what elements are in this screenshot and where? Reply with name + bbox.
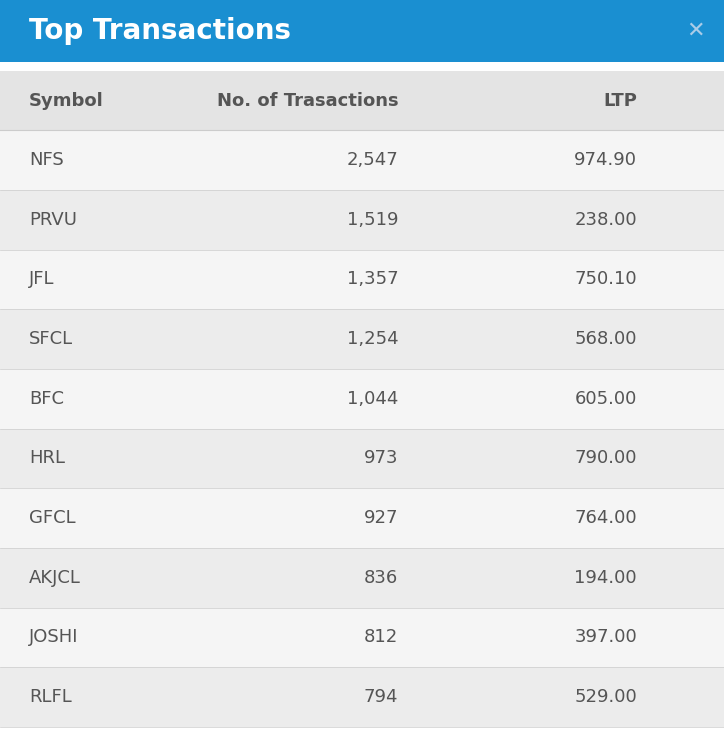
Text: 973: 973 bbox=[363, 449, 398, 467]
Text: 927: 927 bbox=[363, 509, 398, 527]
Text: No. of Trasactions: No. of Trasactions bbox=[216, 92, 398, 109]
FancyBboxPatch shape bbox=[0, 309, 724, 369]
Text: BFC: BFC bbox=[29, 390, 64, 408]
Text: 1,519: 1,519 bbox=[347, 211, 398, 229]
Text: 1,254: 1,254 bbox=[347, 330, 398, 348]
Text: 194.00: 194.00 bbox=[575, 569, 637, 587]
Text: SFCL: SFCL bbox=[29, 330, 73, 348]
Text: ✕: ✕ bbox=[686, 21, 704, 41]
FancyBboxPatch shape bbox=[0, 607, 724, 667]
Text: 974.90: 974.90 bbox=[574, 151, 637, 169]
FancyBboxPatch shape bbox=[0, 548, 724, 607]
Text: 794: 794 bbox=[363, 688, 398, 706]
Text: JFL: JFL bbox=[29, 270, 54, 289]
FancyBboxPatch shape bbox=[0, 130, 724, 190]
Text: RLFL: RLFL bbox=[29, 688, 72, 706]
FancyBboxPatch shape bbox=[0, 0, 724, 62]
Text: 1,357: 1,357 bbox=[347, 270, 398, 289]
Text: HRL: HRL bbox=[29, 449, 65, 467]
Text: AKJCL: AKJCL bbox=[29, 569, 81, 587]
Text: 529.00: 529.00 bbox=[574, 688, 637, 706]
FancyBboxPatch shape bbox=[0, 667, 724, 727]
Text: PRVU: PRVU bbox=[29, 211, 77, 229]
Text: 750.10: 750.10 bbox=[575, 270, 637, 289]
Text: NFS: NFS bbox=[29, 151, 64, 169]
Text: 1,044: 1,044 bbox=[347, 390, 398, 408]
FancyBboxPatch shape bbox=[0, 71, 724, 130]
FancyBboxPatch shape bbox=[0, 249, 724, 309]
Text: 2,547: 2,547 bbox=[347, 151, 398, 169]
FancyBboxPatch shape bbox=[0, 429, 724, 488]
Text: 764.00: 764.00 bbox=[575, 509, 637, 527]
Text: 812: 812 bbox=[364, 628, 398, 647]
Text: 397.00: 397.00 bbox=[574, 628, 637, 647]
Text: 836: 836 bbox=[364, 569, 398, 587]
Text: 790.00: 790.00 bbox=[575, 449, 637, 467]
Text: Symbol: Symbol bbox=[29, 92, 104, 109]
Text: LTP: LTP bbox=[603, 92, 637, 109]
FancyBboxPatch shape bbox=[0, 369, 724, 429]
Text: JOSHI: JOSHI bbox=[29, 628, 78, 647]
Text: 568.00: 568.00 bbox=[575, 330, 637, 348]
Text: 605.00: 605.00 bbox=[575, 390, 637, 408]
Text: GFCL: GFCL bbox=[29, 509, 75, 527]
Text: Top Transactions: Top Transactions bbox=[29, 17, 291, 45]
Text: 238.00: 238.00 bbox=[575, 211, 637, 229]
FancyBboxPatch shape bbox=[0, 488, 724, 548]
FancyBboxPatch shape bbox=[0, 190, 724, 249]
